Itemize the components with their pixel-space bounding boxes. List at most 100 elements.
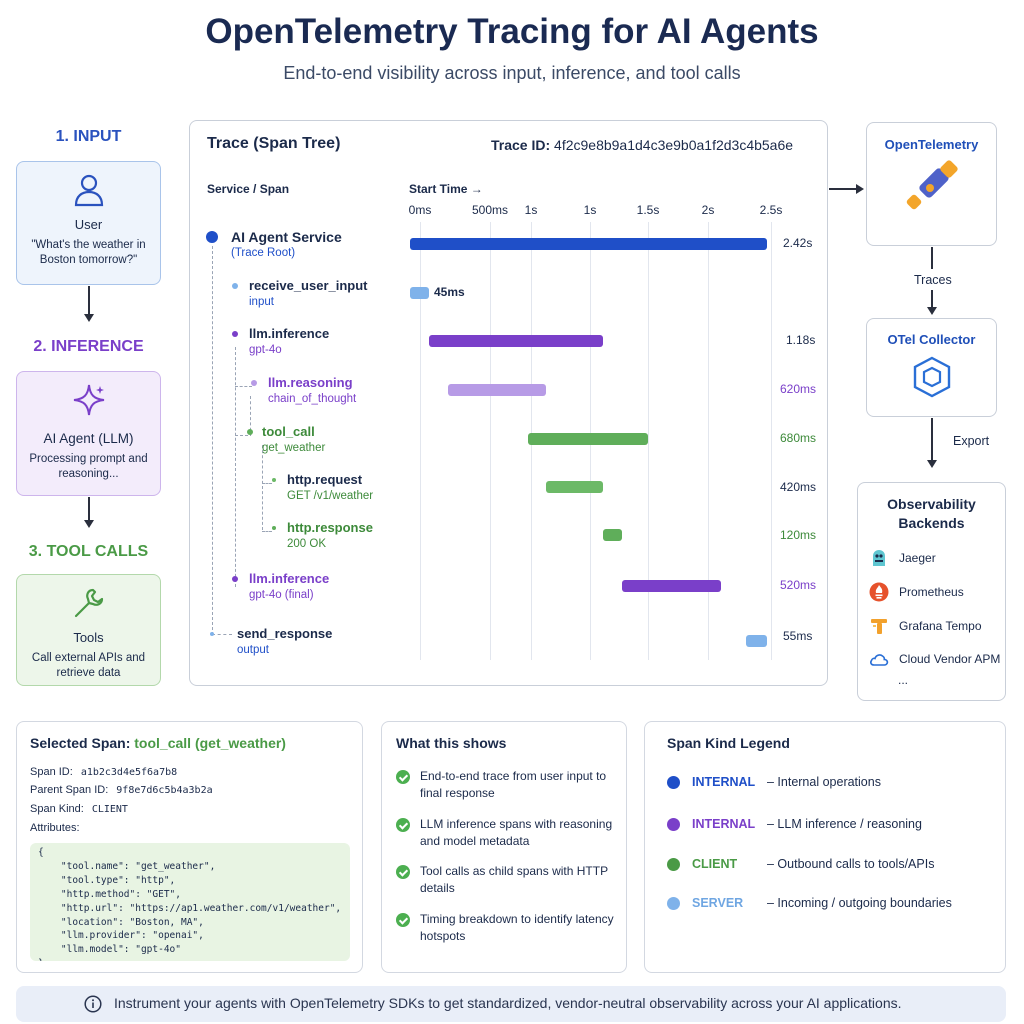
opentelemetry-logo-icon — [906, 160, 958, 210]
info-icon — [84, 995, 102, 1013]
footer-text: Instrument your agents with OpenTelemetr… — [114, 995, 902, 1011]
what-this-shows-card — [381, 721, 627, 973]
attributes-code-block: { "tool.name": "get_weather", "tool.type… — [30, 843, 350, 961]
span-bar[interactable] — [746, 635, 767, 647]
span-name: send_response — [237, 626, 333, 641]
span-duration: 520ms — [780, 578, 817, 592]
parent-span-id-label: Parent Span ID: — [30, 784, 109, 796]
flow-arrow — [84, 314, 94, 322]
shows-item: End-to-end trace from user input to fina… — [420, 769, 607, 800]
tree-connector — [262, 483, 272, 484]
input-card-name: User — [74, 217, 103, 232]
span-subtitle: gpt-4o — [249, 344, 282, 356]
span-name: llm.reasoning — [268, 375, 353, 390]
inference-card-name: AI Agent (LLM) — [43, 431, 134, 446]
inference-card-desc: Processing prompt and reasoning... — [29, 453, 148, 480]
time-tick: 2.5s — [759, 203, 783, 217]
span-bar[interactable] — [410, 238, 767, 250]
span-kind-row: Span Kind: CLIENT — [30, 803, 128, 815]
span-bar[interactable] — [448, 384, 546, 396]
legend-desc: – Outbound calls to tools/APIs — [767, 857, 935, 871]
legend-kind: CLIENT — [692, 857, 738, 871]
jaeger-icon — [873, 550, 885, 566]
parent-span-id-row: Parent Span ID: 9f8e7d6c5b4a3b2a — [30, 784, 213, 796]
span-dot — [232, 331, 238, 337]
shows-item: Timing breakdown to identify latency hot… — [420, 912, 614, 943]
flow-connector — [931, 290, 933, 309]
span-kind-label: Span Kind: — [30, 803, 84, 815]
opentelemetry-card: OpenTelemetry — [866, 122, 997, 246]
time-tick: 1s — [583, 203, 597, 217]
span-bar[interactable] — [622, 580, 722, 592]
parent-span-id-value: 9f8e7d6c5b4a3b2a — [116, 785, 213, 796]
span-subtitle: input — [249, 296, 274, 308]
span-duration: 120ms — [780, 528, 817, 542]
flow-connector — [829, 188, 857, 190]
flow-arrow — [927, 307, 937, 315]
span-subtitle: chain_of_thought — [268, 393, 357, 405]
col-header-time: Start Time → — [409, 182, 483, 196]
span-bar[interactable] — [410, 287, 430, 299]
legend-desc: – Internal operations — [767, 775, 881, 789]
span-subtitle: (Trace Root) — [231, 247, 296, 259]
page-subtitle: End-to-end visibility across input, infe… — [283, 63, 741, 83]
span-subtitle: get_weather — [262, 442, 326, 454]
tempo-icon — [871, 619, 887, 634]
tools-card-name: Tools — [73, 630, 104, 645]
span-duration: 45ms — [434, 285, 465, 299]
span-bar[interactable] — [429, 335, 604, 347]
opentelemetry-title: OpenTelemetry — [884, 137, 979, 152]
selected-span-title: Selected Span: tool_call (get_weather) — [30, 735, 286, 751]
span-bar[interactable] — [603, 529, 623, 541]
span-bar[interactable] — [545, 481, 604, 493]
span-dot — [232, 576, 238, 582]
time-gridline — [490, 222, 491, 660]
span-dot — [232, 283, 238, 289]
time-gridline — [648, 222, 649, 660]
tree-connector — [235, 347, 236, 587]
span-duration: 55ms — [783, 629, 813, 643]
prometheus-icon — [869, 582, 889, 602]
flow-arrow — [84, 520, 94, 528]
selected-span-name: tool_call (get_weather) — [134, 735, 286, 751]
tree-connector — [235, 386, 252, 387]
span-dot — [272, 478, 276, 482]
time-tick: 1.5s — [636, 203, 660, 217]
span-subtitle: output — [237, 644, 269, 656]
time-tick: 500ms — [471, 203, 509, 217]
legend-dot-server — [667, 897, 680, 910]
footer-banner — [16, 986, 1006, 1022]
span-name: http.request — [287, 472, 363, 487]
span-duration: 620ms — [780, 382, 817, 396]
legend-desc: – Incoming / outgoing boundaries — [767, 896, 952, 910]
shows-item: Tool calls as child spans with HTTP deta… — [420, 864, 608, 895]
shows-item: LLM inference spans with reasoning and m… — [420, 817, 613, 848]
tree-connector — [262, 445, 263, 530]
step-label-inference: 2. INFERENCE — [33, 338, 144, 355]
page-title: OpenTelemetry Tracing for AI Agents — [205, 12, 819, 51]
time-tick: 1s — [524, 203, 538, 217]
span-id-row: Span ID: a1b2c3d4e5f6a7b8 — [30, 766, 177, 778]
flow-arrow — [856, 184, 864, 194]
legend-dot-llm — [667, 818, 680, 831]
user-icon — [74, 174, 103, 207]
trace-panel — [189, 120, 828, 686]
span-name: llm.inference — [249, 571, 330, 586]
flow-connector — [931, 418, 933, 460]
span-name: llm.inference — [249, 326, 330, 341]
span-bar[interactable] — [528, 433, 648, 445]
selected-span-prefix: Selected Span: — [30, 735, 131, 751]
span-dot — [247, 429, 253, 435]
span-kind-value: CLIENT — [91, 804, 128, 815]
span-duration: 2.42s — [783, 236, 813, 250]
span-name: AI Agent Service — [231, 229, 342, 245]
flow-connector — [88, 497, 90, 522]
trace-panel-title: Trace (Span Tree) — [207, 135, 341, 152]
span-dot — [206, 231, 218, 243]
legend-title: Span Kind Legend — [667, 735, 790, 751]
collector-hexagon-icon — [913, 356, 950, 398]
tree-connector — [212, 634, 232, 635]
backend-prometheus-label: Prometheus — [899, 585, 964, 599]
sparkle-icon — [73, 384, 104, 416]
cloud-icon — [870, 654, 889, 666]
